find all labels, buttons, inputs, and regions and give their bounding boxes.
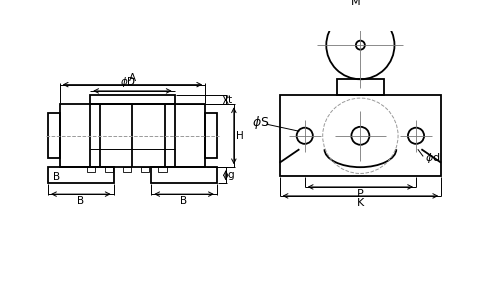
Bar <box>86 167 95 172</box>
Bar <box>104 167 112 172</box>
Text: $\phi$S: $\phi$S <box>252 114 270 131</box>
Text: A: A <box>129 73 136 83</box>
Bar <box>280 95 441 176</box>
Bar <box>48 113 60 158</box>
Bar <box>60 104 205 167</box>
Bar <box>158 167 166 172</box>
Text: H: H <box>236 131 244 141</box>
Bar <box>48 167 114 183</box>
Text: M: M <box>351 0 360 7</box>
Text: K: K <box>357 198 364 208</box>
Text: B: B <box>78 196 84 206</box>
Text: $\phi$d: $\phi$d <box>425 151 440 165</box>
Bar <box>152 167 217 183</box>
Text: B: B <box>52 172 60 182</box>
Bar <box>90 95 174 104</box>
Bar <box>140 167 148 172</box>
Bar <box>337 79 384 95</box>
Text: B: B <box>180 196 188 206</box>
Bar <box>122 167 130 172</box>
Text: P: P <box>357 189 364 199</box>
Text: $\phi$D: $\phi$D <box>120 75 136 89</box>
Bar <box>205 113 217 158</box>
Text: g: g <box>228 170 234 180</box>
Text: t: t <box>228 95 232 105</box>
